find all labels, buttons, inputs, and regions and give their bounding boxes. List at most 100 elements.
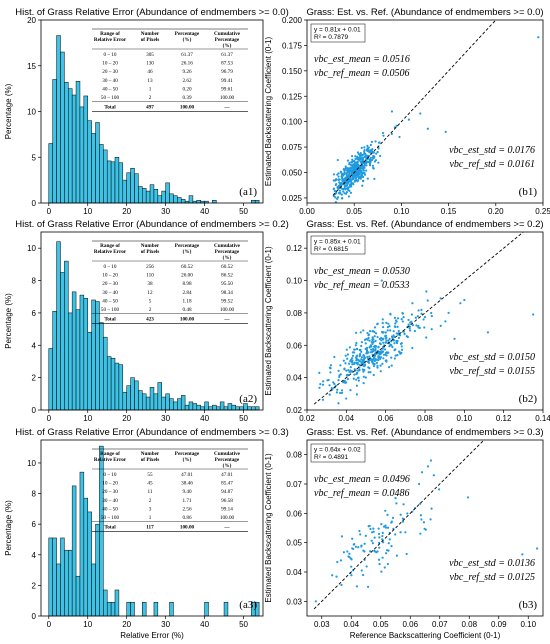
histogram-bar (126, 172, 131, 204)
histogram-bar (196, 200, 201, 204)
est-std: vbc_est_std = 0.0136 (449, 558, 535, 569)
scatter-point (407, 323, 410, 326)
scatter-points (332, 20, 540, 203)
scatter-point (362, 171, 365, 175)
scatter-point (360, 569, 363, 572)
y-tick-label: 0 (32, 612, 37, 621)
y-tick-label: 6 (32, 520, 37, 529)
scatter-point (381, 362, 384, 365)
scatter-point (387, 542, 390, 545)
scatter-point (370, 345, 373, 348)
scatter-point (319, 383, 322, 386)
ref-mean: vbc_ref_mean = 0.0533 (314, 280, 410, 291)
y-tick-label: 4 (32, 341, 37, 350)
scatter-point (348, 346, 351, 349)
table-total-cell: — (223, 525, 230, 531)
scatter-point (380, 339, 383, 342)
scatter-point (360, 341, 363, 344)
y-tick-label: 0.08 (286, 451, 302, 460)
scatter-point (344, 184, 347, 188)
scatter-point (532, 313, 535, 316)
plot-frame (306, 231, 544, 411)
histogram-bar (91, 563, 96, 617)
table-cell: 5 (149, 298, 152, 304)
table-cell: 45 (147, 481, 153, 487)
scatter-point (359, 533, 362, 536)
scatter-point (372, 373, 375, 377)
histogram-bar (75, 575, 81, 617)
stats-table: Range of Relative Error Number of Pixels Per… (92, 448, 248, 532)
histogram-bar (254, 406, 260, 411)
scatter-point (345, 369, 348, 372)
table-cell: 50 – 100 (101, 95, 120, 101)
scatter-point (369, 371, 372, 374)
y-axis-label: Estimated Backscattering Coefficient (0-… (264, 246, 273, 396)
table-cell: 130 (146, 61, 154, 67)
scatter-point (341, 172, 344, 176)
scatter-point (348, 362, 351, 365)
scatter-point (430, 507, 433, 510)
scatter-point (390, 344, 393, 347)
scatter-point (420, 518, 423, 521)
scatter-point (345, 173, 348, 176)
histogram-bar (223, 406, 229, 411)
table-cell: 0.48 (182, 307, 191, 313)
y-tick-label: 0.125 (282, 92, 303, 101)
histogram-bar (153, 393, 159, 411)
histogram-bar (64, 549, 69, 617)
scatter-point (357, 546, 360, 549)
table-cell: 10 – 20 (102, 273, 118, 279)
x-tick-label: 40 (200, 620, 209, 629)
scatter-point (354, 331, 358, 334)
chart-title: Hist. of Grass Relative Error (Abundance… (15, 219, 289, 230)
scatter-point (358, 157, 361, 160)
scatter-point (382, 357, 385, 360)
scatter-point (426, 465, 430, 468)
scatter-point (339, 391, 342, 395)
histogram-bar (169, 601, 174, 617)
scatter-point (344, 165, 347, 168)
y-tick-label: 0.07 (286, 480, 302, 489)
fit-equation: y = 0.64x + 0.02 (314, 447, 361, 454)
histogram-bar (103, 149, 108, 204)
scatter-point (364, 154, 367, 157)
scatter-point (382, 341, 385, 344)
scatter-point (397, 336, 400, 340)
table-cell: 0.20 (182, 86, 191, 92)
scatter-point (362, 375, 365, 378)
y-tick-label: 0.04 (286, 568, 302, 577)
scatter-point (357, 175, 360, 178)
histogram-bar (64, 81, 69, 204)
scatter-point (396, 339, 399, 343)
scatter-point (379, 154, 382, 158)
scatter-point (372, 345, 376, 348)
scatter-point (362, 180, 365, 183)
scatter-point (351, 547, 354, 550)
histogram-bar (216, 406, 221, 411)
scatter-point (401, 520, 405, 523)
scatter-point (370, 158, 373, 162)
scatter-point (387, 366, 391, 369)
table-total-cell: 100.00 (180, 317, 195, 323)
scatter-point (396, 317, 400, 320)
scatter-point (365, 169, 368, 172)
table-cell: 100.00 (220, 515, 235, 521)
histogram-bar (60, 537, 65, 617)
scatter-point (366, 144, 369, 147)
scatter-point (397, 350, 401, 353)
histogram-bar (130, 377, 135, 411)
scatter-point (342, 551, 345, 554)
histogram-bar (71, 291, 77, 411)
scatter-point (346, 550, 349, 553)
table-cell: 96.58 (221, 498, 233, 504)
scatter-point (378, 342, 382, 345)
y-tick-label: 0 (32, 406, 37, 415)
scatter-point (350, 181, 353, 184)
scatter-point (400, 342, 403, 345)
scatter-point (384, 526, 388, 529)
scatter-point (365, 164, 368, 167)
scatter-point (358, 363, 361, 366)
scatter-point (373, 352, 377, 355)
plot-frame (40, 439, 264, 617)
x-tick-label: 0 (47, 414, 52, 423)
